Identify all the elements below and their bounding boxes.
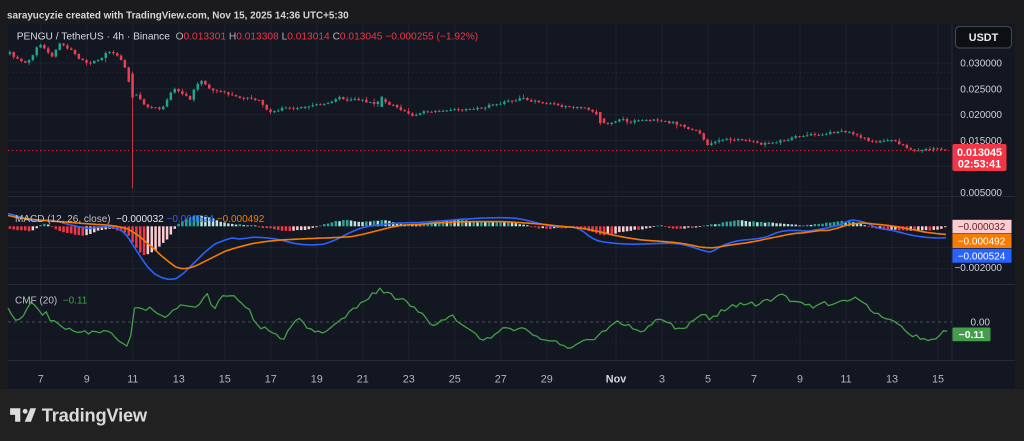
svg-text:13: 13 <box>886 373 898 385</box>
svg-text:0.00: 0.00 <box>971 318 991 329</box>
svg-text:02:53:41: 02:53:41 <box>958 158 1001 170</box>
svg-text:MACD (12, 26, close) −0.00003: MACD (12, 26, close) −0.000032 −0.000524… <box>15 214 265 225</box>
svg-text:sarayucyzie created with Tradi: sarayucyzie created with TradingView.com… <box>7 10 349 21</box>
svg-text:11: 11 <box>127 373 138 385</box>
svg-text:21: 21 <box>357 373 369 385</box>
svg-text:29: 29 <box>541 373 553 385</box>
svg-text:0.025000: 0.025000 <box>960 84 1002 95</box>
svg-text:USDT: USDT <box>969 32 999 44</box>
svg-text:−0.002000: −0.002000 <box>954 263 1002 274</box>
svg-text:11: 11 <box>840 373 851 385</box>
svg-text:13: 13 <box>173 373 185 385</box>
svg-text:0.030000: 0.030000 <box>960 59 1002 70</box>
svg-text:0.013045: 0.013045 <box>957 147 1002 159</box>
svg-text:PENGU / TetherUS · 4h · Binanc: PENGU / TetherUS · 4h · Binance O0.01330… <box>17 32 478 43</box>
svg-text:9: 9 <box>84 373 90 385</box>
svg-text:27: 27 <box>495 373 507 385</box>
svg-text:17: 17 <box>265 373 277 385</box>
svg-text:19: 19 <box>311 373 323 385</box>
svg-text:0.015000: 0.015000 <box>960 136 1002 147</box>
svg-text:7: 7 <box>751 373 757 385</box>
svg-text:9: 9 <box>797 373 803 385</box>
svg-text:0.005000: 0.005000 <box>960 188 1002 199</box>
svg-text:23: 23 <box>403 373 415 385</box>
svg-text:CMF (20) −0.11: CMF (20) −0.11 <box>15 296 88 307</box>
svg-text:3: 3 <box>659 373 665 385</box>
svg-text:15: 15 <box>932 373 944 385</box>
svg-text:−0.000492: −0.000492 <box>958 237 1006 248</box>
svg-text:0.020000: 0.020000 <box>960 110 1002 121</box>
svg-text:−0.000032: −0.000032 <box>958 222 1006 233</box>
svg-text:5: 5 <box>705 373 711 385</box>
svg-text:−0.11: −0.11 <box>959 330 985 341</box>
svg-text:TradingView: TradingView <box>42 404 148 425</box>
svg-text:15: 15 <box>219 373 231 385</box>
svg-text:25: 25 <box>449 373 461 385</box>
svg-text:7: 7 <box>38 373 44 385</box>
svg-text:Nov: Nov <box>606 373 626 385</box>
svg-text:−0.000524: −0.000524 <box>958 251 1006 262</box>
